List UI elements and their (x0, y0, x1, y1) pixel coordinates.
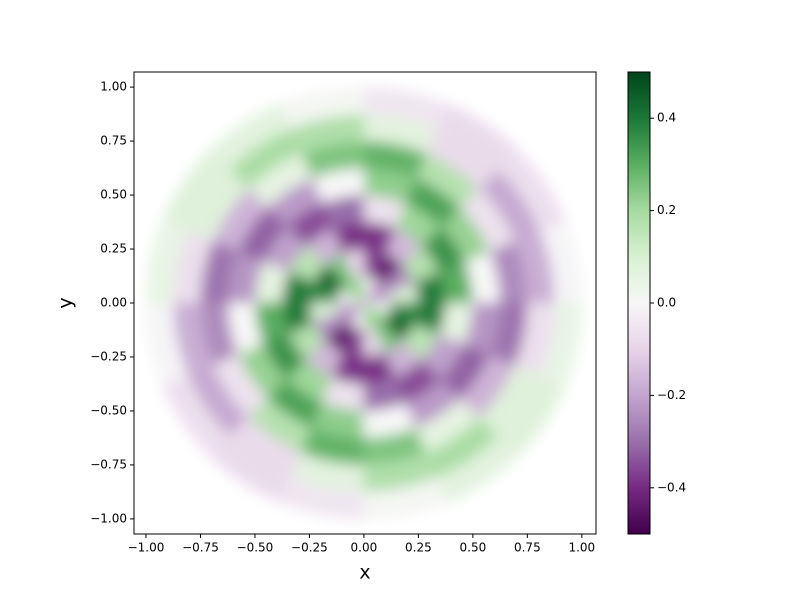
x-tick-label: 0.75 (514, 541, 541, 555)
y-tick-label: 0.00 (100, 296, 127, 310)
x-axis-label: x (359, 562, 370, 584)
heatmap-cell (539, 302, 583, 387)
colorbar (627, 71, 651, 535)
heatmap (145, 86, 583, 520)
y-axis-label: y (55, 297, 77, 308)
y-tick-label: 0.25 (100, 242, 127, 256)
x-tick-label: 0.25 (405, 541, 432, 555)
colorbar-tick-label: 0.2 (657, 203, 676, 217)
y-tick-label: −1.00 (90, 511, 127, 525)
x-tick-label: −0.50 (237, 541, 274, 555)
x-tick-label: 0.00 (351, 541, 378, 555)
plot-area (145, 86, 583, 520)
y-tick-label: 0.50 (100, 188, 127, 202)
x-tick-label: 1.00 (568, 541, 595, 555)
colorbar-tick-label: 0.0 (657, 296, 676, 310)
y-tick-label: −0.25 (90, 349, 127, 363)
x-tick-label: −0.75 (182, 541, 219, 555)
y-tick-label: −0.75 (90, 457, 127, 471)
colorbar-tick-label: −0.4 (657, 480, 686, 494)
x-tick-label: 0.50 (460, 541, 487, 555)
colorbar-tick-label: 0.4 (657, 111, 676, 125)
x-tick-label: −1.00 (128, 541, 165, 555)
colorbar-tick-label: −0.2 (657, 388, 686, 402)
y-tick-label: 1.00 (100, 80, 127, 94)
y-tick-label: −0.50 (90, 403, 127, 417)
x-tick-label: −0.25 (291, 541, 328, 555)
y-tick-label: 0.75 (100, 134, 127, 148)
